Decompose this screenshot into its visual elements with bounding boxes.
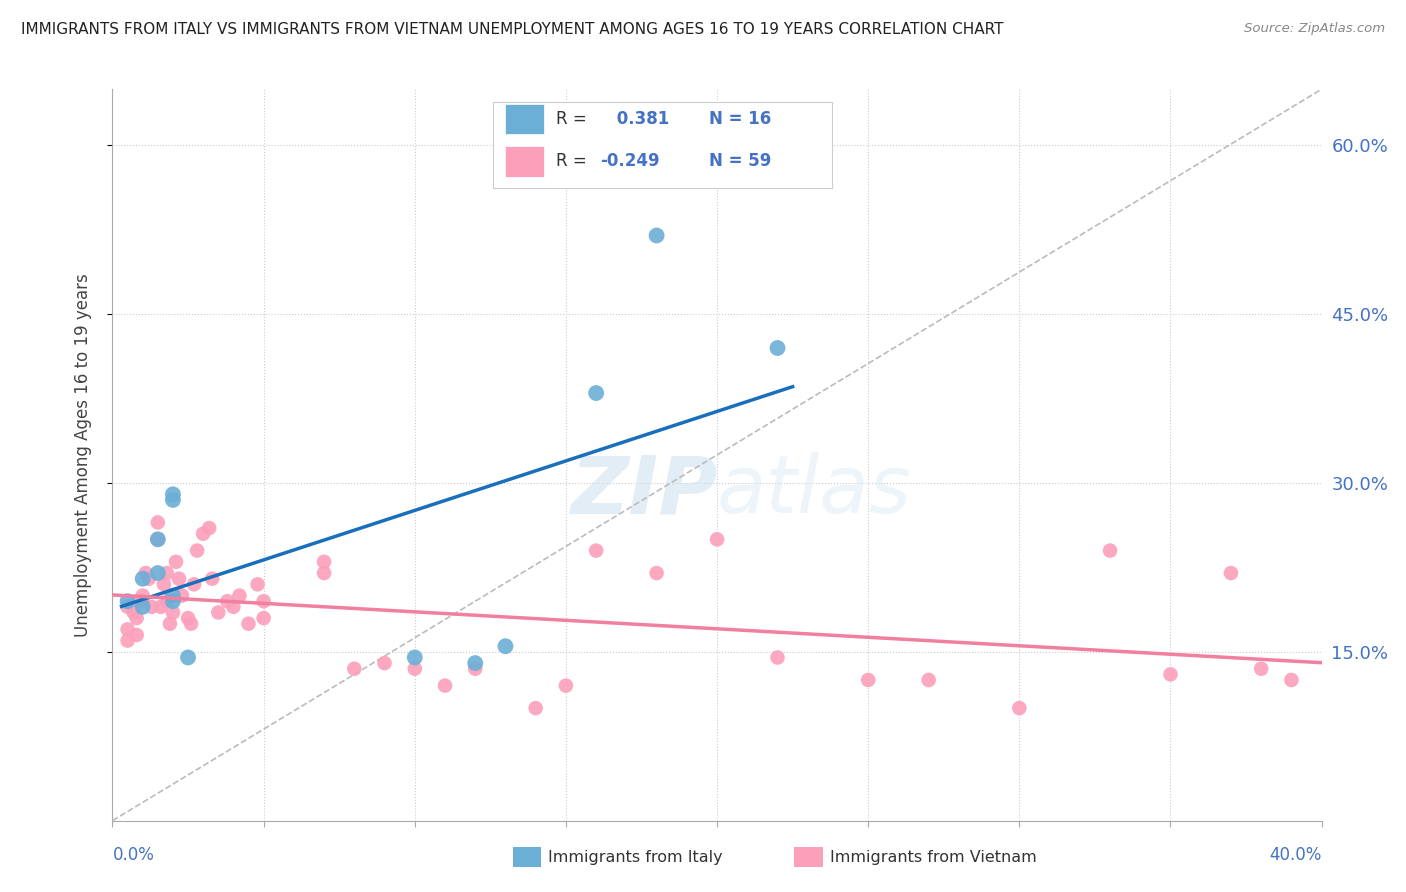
Point <box>207 606 229 620</box>
Point <box>524 701 547 715</box>
Point <box>159 616 181 631</box>
Point <box>433 679 456 693</box>
Point <box>180 616 202 631</box>
Point <box>138 572 160 586</box>
Point <box>253 594 276 608</box>
Point <box>167 572 190 586</box>
Point <box>217 594 239 608</box>
Point <box>122 606 145 620</box>
Point <box>117 599 139 614</box>
Point <box>222 599 245 614</box>
Point <box>162 594 184 608</box>
Point <box>1159 667 1181 681</box>
Point <box>706 533 728 547</box>
Text: 40.0%: 40.0% <box>1270 846 1322 863</box>
Point <box>132 594 155 608</box>
Text: R =: R = <box>557 110 592 128</box>
Point <box>125 611 148 625</box>
Point <box>135 566 157 580</box>
Point <box>162 487 184 501</box>
Text: Immigrants from Vietnam: Immigrants from Vietnam <box>830 850 1036 864</box>
Point <box>918 673 941 687</box>
Point <box>253 611 276 625</box>
Point <box>201 572 224 586</box>
Point <box>645 566 668 580</box>
Point <box>117 594 139 608</box>
Text: N = 59: N = 59 <box>709 153 770 170</box>
Point <box>156 594 179 608</box>
Point <box>228 589 250 603</box>
Point <box>404 662 426 676</box>
Point <box>132 599 155 614</box>
Point <box>162 589 184 603</box>
Point <box>404 650 426 665</box>
Point <box>177 611 200 625</box>
Point <box>766 341 789 355</box>
Text: ZIP: ZIP <box>569 452 717 531</box>
Point <box>162 606 184 620</box>
Point <box>1220 566 1243 580</box>
Point <box>246 577 269 591</box>
Point <box>314 566 336 580</box>
Point <box>766 650 789 665</box>
Y-axis label: Unemployment Among Ages 16 to 19 years: Unemployment Among Ages 16 to 19 years <box>73 273 91 637</box>
Point <box>238 616 260 631</box>
Point <box>374 656 396 670</box>
Point <box>117 623 139 637</box>
Point <box>146 533 169 547</box>
Text: -0.249: -0.249 <box>600 153 659 170</box>
Point <box>165 555 187 569</box>
Point <box>585 543 607 558</box>
Point <box>170 589 193 603</box>
Point <box>183 577 205 591</box>
Point <box>117 633 139 648</box>
Text: Source: ZipAtlas.com: Source: ZipAtlas.com <box>1244 22 1385 36</box>
Point <box>125 594 148 608</box>
Point <box>198 521 221 535</box>
Point <box>191 526 214 541</box>
Point <box>856 673 880 687</box>
Point <box>495 639 517 653</box>
Text: R =: R = <box>557 153 592 170</box>
Point <box>186 543 208 558</box>
Point <box>464 656 486 670</box>
Point <box>645 228 668 243</box>
Point <box>554 679 576 693</box>
Text: Immigrants from Italy: Immigrants from Italy <box>548 850 723 864</box>
FancyBboxPatch shape <box>506 146 544 177</box>
Text: 0.381: 0.381 <box>610 110 669 128</box>
Point <box>146 566 169 580</box>
FancyBboxPatch shape <box>506 103 544 135</box>
Text: 0.0%: 0.0% <box>112 846 155 863</box>
Point <box>132 572 155 586</box>
Point <box>141 599 163 614</box>
Point <box>585 386 607 401</box>
Point <box>156 566 179 580</box>
Point <box>1008 701 1031 715</box>
Point <box>162 492 184 507</box>
Point <box>343 662 366 676</box>
Point <box>146 533 169 547</box>
FancyBboxPatch shape <box>494 102 832 188</box>
Text: atlas: atlas <box>717 452 912 531</box>
Text: IMMIGRANTS FROM ITALY VS IMMIGRANTS FROM VIETNAM UNEMPLOYMENT AMONG AGES 16 TO 1: IMMIGRANTS FROM ITALY VS IMMIGRANTS FROM… <box>21 22 1004 37</box>
Point <box>132 589 155 603</box>
Point <box>1098 543 1121 558</box>
Point <box>314 555 336 569</box>
Point <box>153 577 176 591</box>
Point <box>177 650 200 665</box>
Text: N = 16: N = 16 <box>709 110 770 128</box>
Point <box>464 662 486 676</box>
Point <box>1279 673 1302 687</box>
Point <box>1250 662 1272 676</box>
Point <box>146 516 169 530</box>
Point <box>149 599 172 614</box>
Point <box>125 628 148 642</box>
